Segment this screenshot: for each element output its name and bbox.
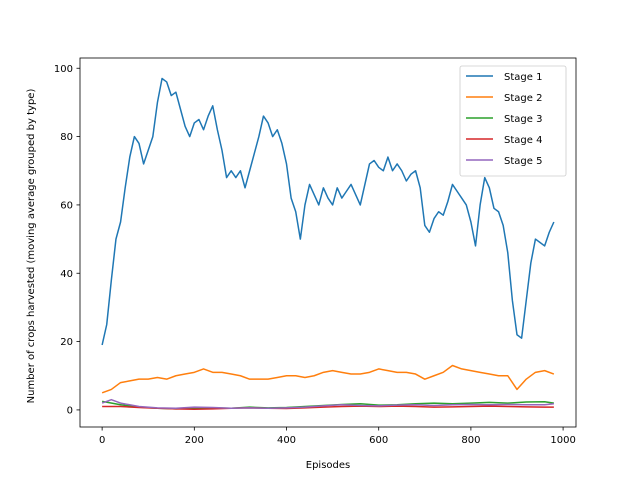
y-tick-label: 20 (60, 337, 73, 348)
y-tick-label: 60 (60, 200, 73, 211)
series-line-stage-2 (101, 364, 555, 394)
series-line-stage-1 (101, 77, 555, 346)
legend: Stage 1 Stage 2 Stage 3 Stage 4 Stage 5 (459, 65, 567, 177)
x-tick-label: 600 (369, 435, 388, 446)
y-tick-label: 0 (67, 405, 73, 416)
x-tick-label: 400 (277, 435, 296, 446)
legend-label-stage-4: Stage 4 (504, 135, 542, 146)
plot-area (101, 77, 555, 410)
x-tick-label: 200 (185, 435, 204, 446)
x-tick-label: 800 (461, 435, 480, 446)
x-axis-label: Episodes (306, 460, 350, 471)
plot-frame (79, 57, 577, 428)
axes: 0 200 400 600 800 1000 0 20 40 60 80 100 (54, 57, 577, 446)
y-tick-label: 100 (54, 64, 73, 75)
legend-box (459, 65, 567, 177)
legend-label-stage-1: Stage 1 (504, 72, 542, 83)
y-tick-label: 40 (60, 269, 73, 280)
legend-label-stage-5: Stage 5 (504, 156, 542, 167)
x-tick-label: 1000 (550, 435, 575, 446)
legend-label-stage-2: Stage 2 (504, 93, 542, 104)
x-tick-label: 0 (99, 435, 105, 446)
series-line-stage-4 (102, 405, 554, 410)
legend-label-stage-3: Stage 3 (504, 114, 542, 125)
series-line-stage-5 (101, 398, 554, 409)
y-axis-label: Number of crops harvested (moving averag… (26, 89, 37, 404)
y-tick-label: 80 (60, 132, 73, 143)
